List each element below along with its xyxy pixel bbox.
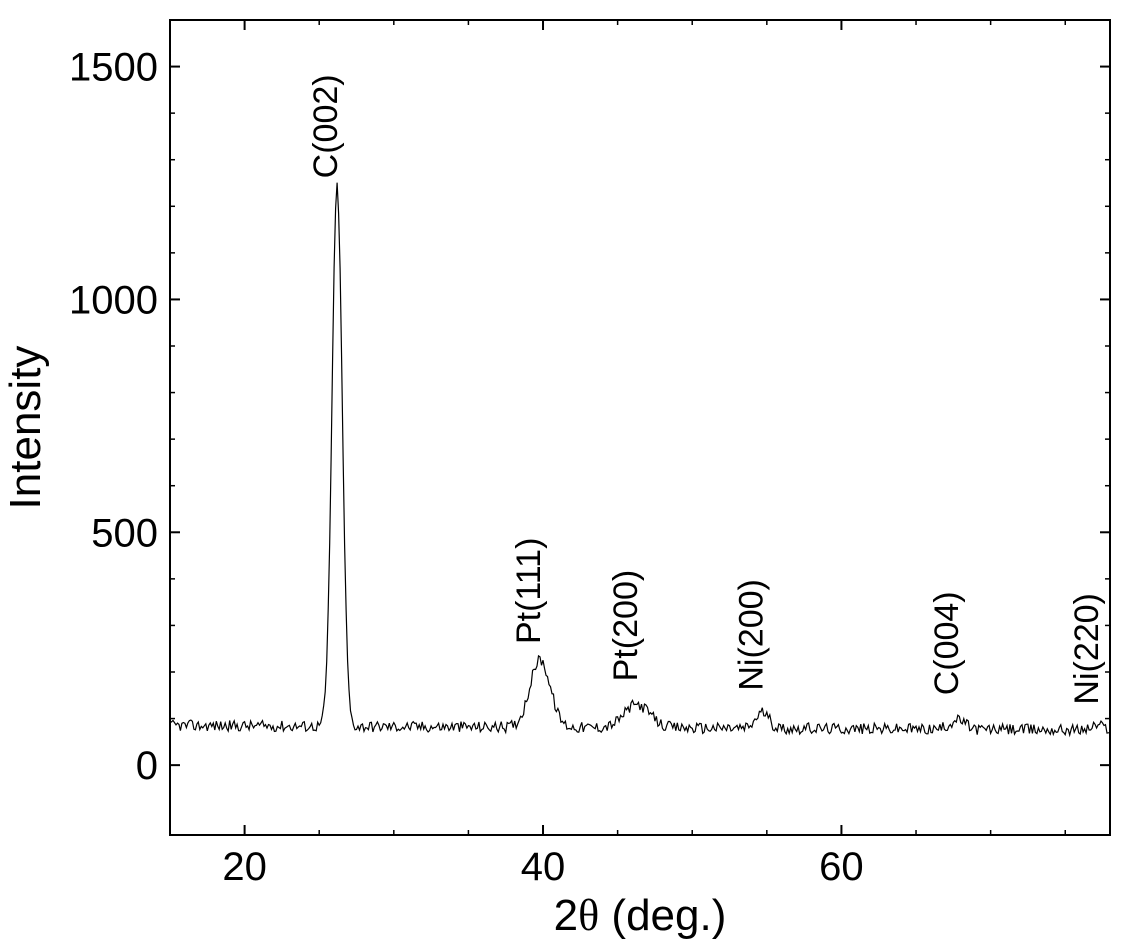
y-tick-label: 1500 (69, 46, 158, 90)
y-tick-label: 500 (91, 511, 158, 555)
peak-label: Pt(111) (510, 538, 548, 644)
peak-label: C(004) (928, 591, 966, 695)
chart-svg: 20 40 60 0 500 1000 1500 2θ (deg.) Intensity C(00… (0, 0, 1132, 942)
x-axis-label: 2θ (deg.) (554, 891, 727, 940)
peak-label: Ni(200) (732, 579, 770, 690)
y-tick-label: 0 (136, 744, 158, 788)
y-axis-label: Intensity (1, 346, 50, 510)
peak-label: C(002) (307, 74, 345, 178)
x-tick-label: 40 (521, 845, 566, 889)
peak-label: Ni(220) (1068, 593, 1106, 704)
y-tick-label: 1000 (69, 278, 158, 322)
x-tick-label: 20 (222, 845, 267, 889)
xrd-chart: 20 40 60 0 500 1000 1500 2θ (deg.) Intensity C(00… (0, 0, 1132, 942)
peak-label: Pt(200) (607, 570, 645, 682)
x-tick-label: 60 (819, 845, 864, 889)
